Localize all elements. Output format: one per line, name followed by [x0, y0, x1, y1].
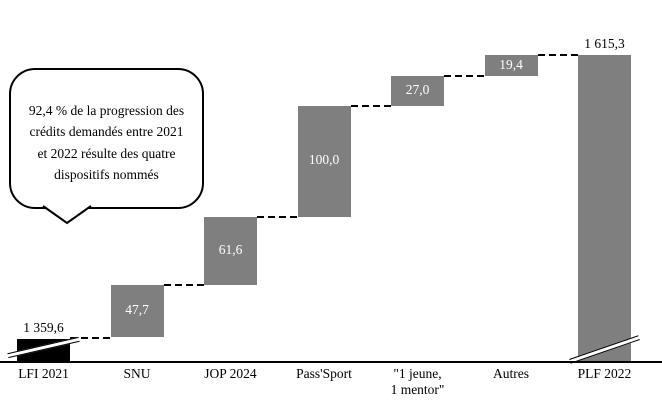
category-label-lfi-2021: LFI 2021: [18, 366, 69, 381]
connector-line: [444, 75, 485, 78]
bar-jop-2024: [204, 216, 257, 285]
connector-line: [537, 53, 578, 56]
value-label-snu: 47,7: [125, 302, 149, 318]
category-label-1-jeune-1-mentor: "1 jeune, 1 mentor": [390, 366, 445, 397]
connector-line: [70, 336, 111, 339]
category-label-autres: Autres: [493, 366, 529, 381]
value-label-1-jeune-1-mentor: 27,0: [405, 82, 430, 98]
callout-tail-icon: [42, 205, 92, 225]
value-label-pass-sport: 100,0: [308, 152, 340, 168]
value-label-autres: 19,4: [499, 56, 523, 72]
bar-plf-2022: [578, 54, 631, 361]
annotation-text: 92,4 % de la progression des crédits dem…: [28, 102, 185, 182]
connector-line: [163, 283, 204, 286]
annotation-callout: 92,4 % de la progression des crédits dem…: [9, 68, 204, 209]
category-label-snu: SNU: [123, 366, 151, 381]
category-label-jop-2024: JOP 2024: [204, 366, 257, 381]
connector-line: [350, 105, 391, 108]
category-label-pass-sport: Pass'Sport: [296, 366, 352, 381]
bar-snu: [110, 284, 164, 338]
bar-autres: [484, 54, 538, 77]
value-label-jop-2024: 61,6: [218, 241, 243, 257]
value-label-plf-2022: 1 615,3: [584, 35, 625, 51]
connector-line: [257, 215, 298, 218]
x-axis-line: [0, 361, 662, 363]
category-label-plf-2022: PLF 2022: [577, 366, 632, 381]
bar-1-jeune-1-mentor: [391, 76, 444, 107]
value-label-lfi-2021: 1 359,6: [23, 319, 64, 335]
bar-pass-sport: [297, 106, 351, 217]
